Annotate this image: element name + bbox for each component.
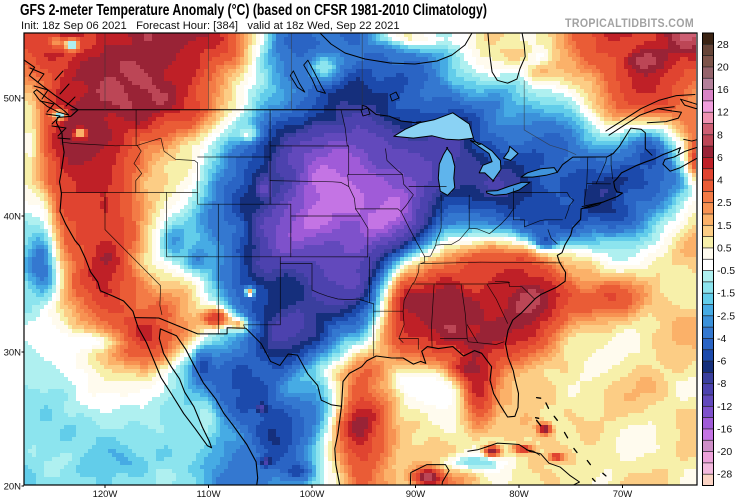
svg-text:2.5: 2.5 [717, 197, 732, 209]
svg-text:-20: -20 [717, 446, 732, 458]
svg-text:50N: 50N [4, 94, 22, 105]
svg-text:6: 6 [717, 152, 723, 164]
svg-text:110W: 110W [196, 489, 220, 500]
svg-text:120W: 120W [93, 489, 118, 500]
svg-text:20: 20 [717, 61, 729, 73]
svg-text:28: 28 [717, 39, 729, 51]
svg-text:-6: -6 [717, 356, 726, 368]
svg-text:-1.5: -1.5 [717, 288, 735, 300]
svg-text:20N: 20N [4, 482, 22, 493]
svg-text:8: 8 [717, 129, 723, 141]
svg-text:40N: 40N [4, 212, 22, 223]
svg-text:12: 12 [717, 107, 729, 119]
svg-text:1.5: 1.5 [717, 220, 732, 232]
svg-text:-12: -12 [717, 401, 732, 413]
svg-text:100W: 100W [300, 489, 325, 500]
svg-text:16: 16 [717, 84, 729, 96]
svg-text:90W: 90W [406, 489, 426, 500]
svg-text:4: 4 [717, 175, 723, 187]
svg-text:80W: 80W [509, 489, 529, 500]
svg-text:70W: 70W [613, 489, 633, 500]
svg-text:-28: -28 [717, 469, 732, 481]
svg-text:-8: -8 [717, 378, 726, 390]
svg-text:-16: -16 [717, 423, 732, 435]
svg-text:-2.5: -2.5 [717, 310, 735, 322]
svg-text:0.5: 0.5 [717, 242, 732, 254]
svg-text:-0.5: -0.5 [717, 265, 735, 277]
svg-text:30N: 30N [4, 348, 22, 359]
svg-text:-4: -4 [717, 333, 726, 345]
